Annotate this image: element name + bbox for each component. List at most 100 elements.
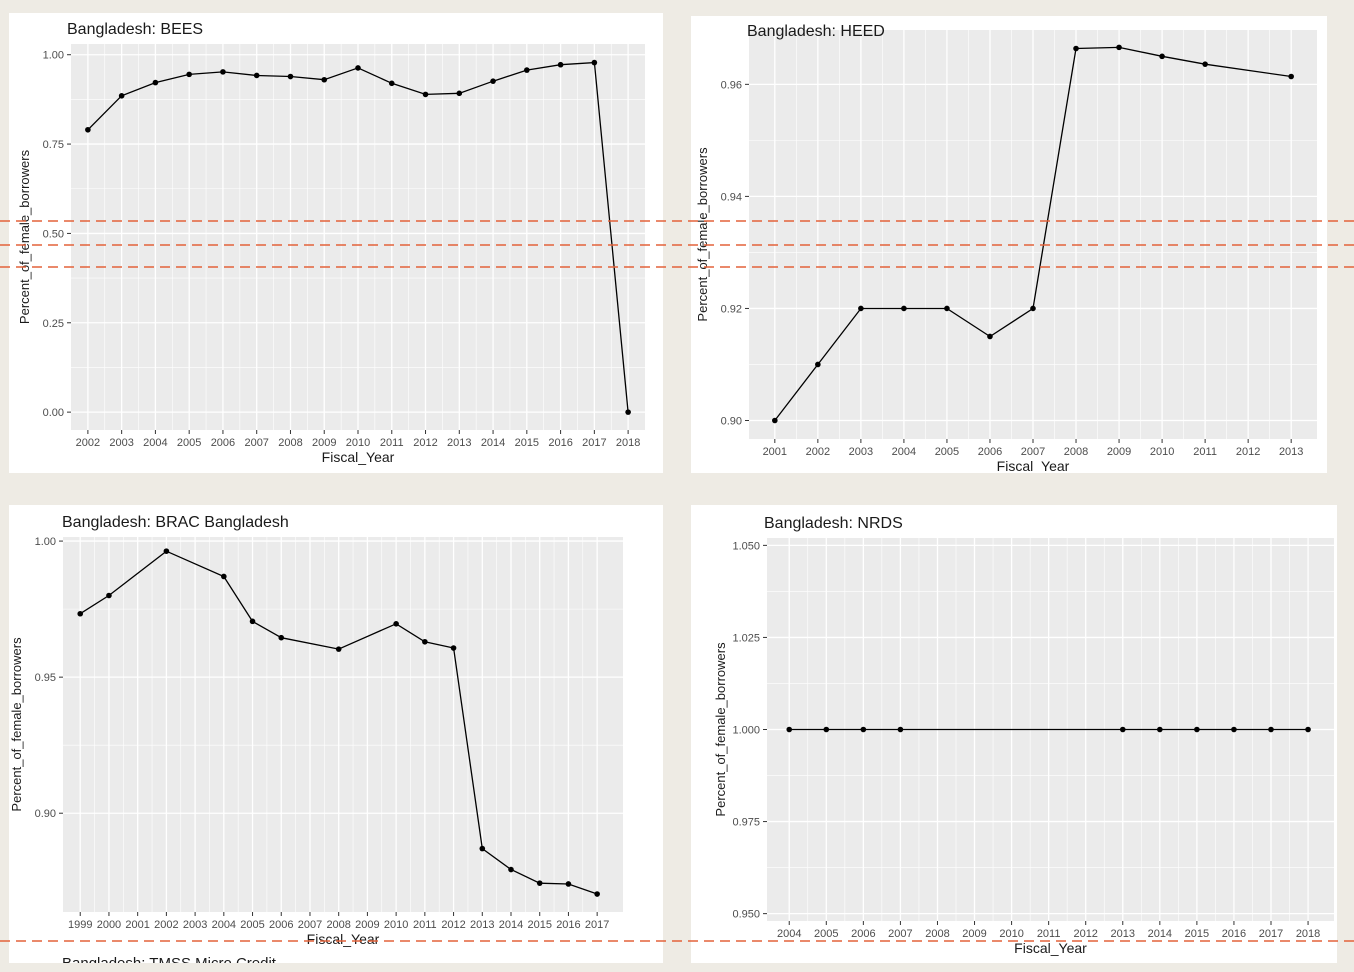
data-point <box>944 305 950 312</box>
data-point <box>815 361 821 368</box>
series-line <box>774 46 1292 421</box>
x-axis-label: Fiscal_Year <box>1014 940 1087 956</box>
y-tick-label: 0.975 <box>732 817 760 829</box>
x-tick-label: 2012 <box>413 437 437 449</box>
chart-title: Bangladesh: HEED <box>747 23 885 40</box>
chart-panel-nrds: 0.950 0.975 1.000 1.025 1.050 2004 2005 2006 200… <box>691 505 1337 963</box>
y-tick-label: 0.950 <box>732 909 760 921</box>
x-tick-label: 2001 <box>125 919 149 931</box>
data-point <box>1194 726 1200 733</box>
x-tick-label: 2005 <box>177 437 201 449</box>
x-tick-label: 2010 <box>999 928 1023 940</box>
x-tick-label: 2005 <box>240 919 264 931</box>
x-tick-label: 2012 <box>1236 446 1260 458</box>
data-point <box>858 305 864 312</box>
x-tick-label: 2003 <box>183 919 207 931</box>
data-point <box>152 79 159 86</box>
data-point <box>355 65 361 71</box>
x-axis-label: Fiscal_Year <box>307 931 380 947</box>
x-tick-label: 2015 <box>1185 928 1209 940</box>
data-point <box>536 880 543 886</box>
data-point <box>253 72 260 79</box>
data-point <box>1231 726 1237 733</box>
x-tick-label: 2014 <box>499 919 523 931</box>
data-point <box>490 78 496 84</box>
data-point <box>456 90 463 97</box>
chart-title: Bangladesh: BRAC Bangladesh <box>62 514 289 531</box>
data-point <box>524 67 530 73</box>
x-tick-label: 2008 <box>326 919 350 931</box>
x-tick-label: 2017 <box>582 437 606 449</box>
data-point <box>85 126 91 133</box>
x-tick-label: 2018 <box>616 437 640 449</box>
x-tick-label: 2007 <box>298 919 322 931</box>
x-tick-label: 2013 <box>1279 446 1303 458</box>
data-point <box>335 646 342 652</box>
data-point <box>186 71 192 78</box>
data-point <box>77 610 84 617</box>
data-point <box>393 621 399 627</box>
x-tick-label: 2013 <box>447 437 471 449</box>
data-point <box>625 409 631 415</box>
data-point <box>163 548 170 554</box>
x-tick-label: 2017 <box>1259 928 1283 940</box>
x-tick-label: 2004 <box>892 446 916 458</box>
x-tick-label: 2013 <box>470 919 494 931</box>
y-tick-label: 1.00 <box>35 536 56 548</box>
data-point <box>388 80 395 87</box>
data-point <box>249 618 256 625</box>
x-tick-label: 2016 <box>548 437 572 449</box>
x-tick-label: 2014 <box>481 437 505 449</box>
data-point <box>450 645 457 651</box>
data-point <box>118 93 125 99</box>
x-axis-label: Fiscal_Year <box>997 458 1070 473</box>
x-axis-label: Fiscal_Year <box>322 449 395 465</box>
data-point <box>786 726 793 733</box>
y-tick-label: 0.25 <box>43 318 64 330</box>
x-tick-label: 2006 <box>851 928 875 940</box>
chart-bees: 0.00 0.25 0.50 0.75 1.00 2002 2003 2004 2005 2006… <box>17 21 645 465</box>
y-tick-label: 0.92 <box>721 303 742 315</box>
y-tick-label: 0.00 <box>43 407 64 419</box>
data-point <box>901 305 907 312</box>
y-axis-label: Percent_of_female_borrowers <box>713 642 728 817</box>
data-point <box>278 634 285 641</box>
data-point <box>772 417 778 424</box>
data-point <box>557 61 564 68</box>
data-point <box>860 726 867 733</box>
y-tick-label: 0.75 <box>43 139 64 151</box>
plot-background <box>63 537 623 912</box>
data-point <box>1157 726 1163 733</box>
x-tick-label: 2007 <box>1021 446 1045 458</box>
data-point <box>321 76 328 83</box>
data-point <box>823 726 830 733</box>
x-tick-label: 2006 <box>978 446 1002 458</box>
data-point <box>1202 61 1208 67</box>
x-tick-label: 2013 <box>1111 928 1135 940</box>
data-point <box>220 69 226 75</box>
data-point <box>479 845 486 852</box>
x-tick-label: 2011 <box>413 919 437 931</box>
data-point <box>1288 73 1294 80</box>
data-point <box>987 333 993 340</box>
x-tick-label: 2009 <box>962 928 986 940</box>
data-point <box>422 638 428 645</box>
x-tick-label: 2001 <box>763 446 787 458</box>
chart-nrds: 0.950 0.975 1.000 1.025 1.050 2004 2005 2006 200… <box>713 515 1334 956</box>
x-tick-label: 2006 <box>211 437 235 449</box>
data-point <box>106 592 112 599</box>
chart-panel-heed: 0.90 0.92 0.94 0.96 2001 2002 2003 2004 2005 2006… <box>691 16 1327 473</box>
x-tick-label: 2003 <box>849 446 873 458</box>
data-point <box>1268 726 1274 733</box>
data-point <box>287 73 294 80</box>
x-tick-label: 2005 <box>814 928 838 940</box>
x-tick-label: 2010 <box>346 437 370 449</box>
x-tick-label: 2000 <box>97 919 121 931</box>
x-tick-label: 2012 <box>1073 928 1097 940</box>
y-tick-label: 0.94 <box>721 191 742 203</box>
x-tick-label: 2011 <box>380 437 404 449</box>
y-tick-label: 0.50 <box>43 228 64 240</box>
data-point <box>1116 44 1122 51</box>
x-tick-label: 2010 <box>1150 446 1174 458</box>
chart-brac: Bangladesh: TMSS Micro Credit 0.90 0.95 1.… <box>9 514 623 963</box>
